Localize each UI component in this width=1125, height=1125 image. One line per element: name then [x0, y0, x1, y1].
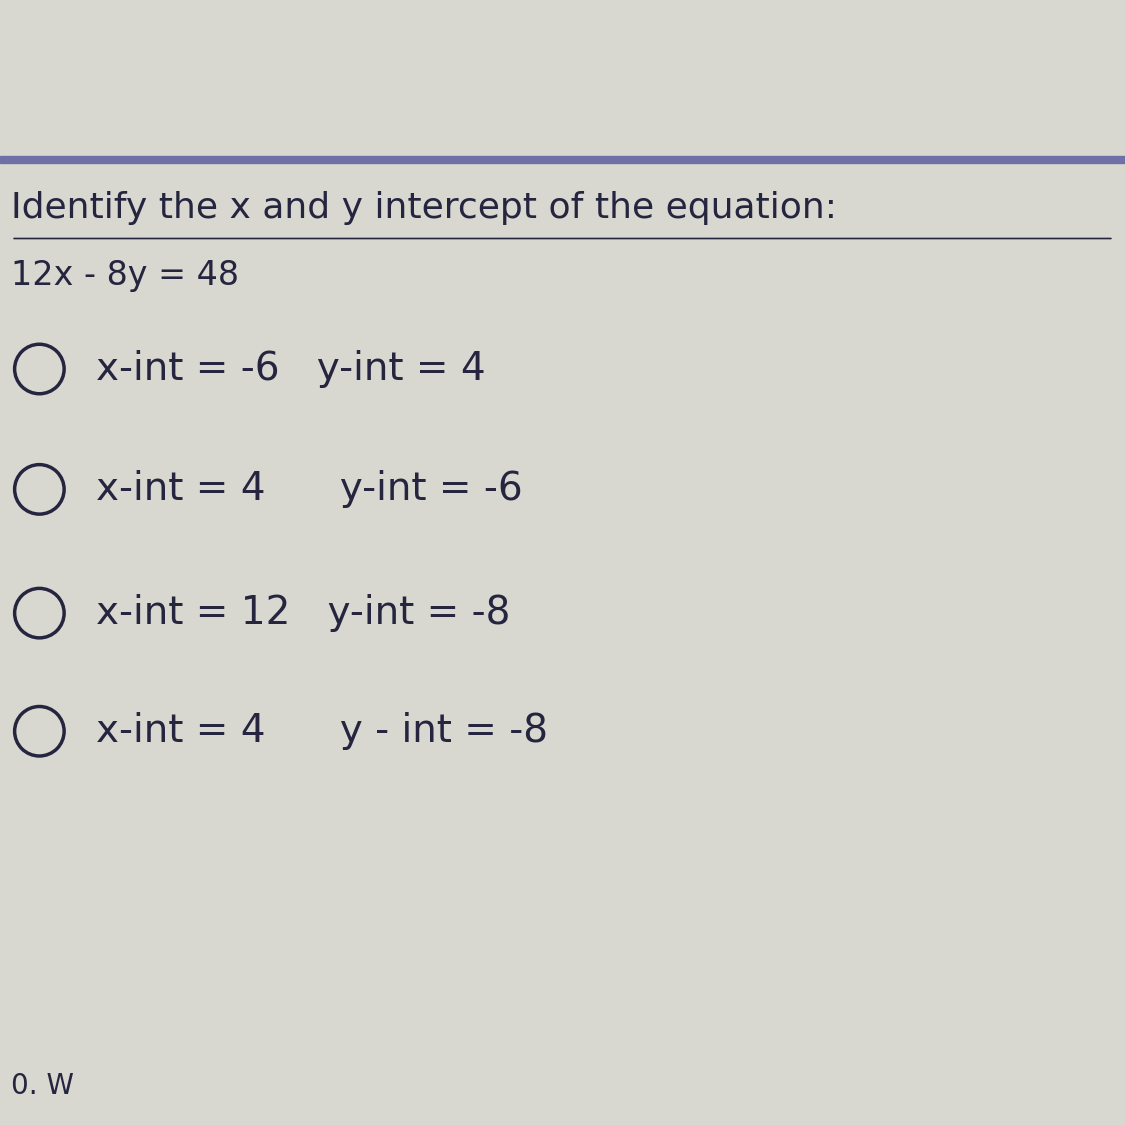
Text: x-int = 12   y-int = -8: x-int = 12 y-int = -8 [96, 594, 510, 632]
Text: Identify the x and y intercept of the equation:: Identify the x and y intercept of the eq… [11, 191, 837, 225]
Bar [0, 156, 1125, 163]
Text: 12x - 8y = 48: 12x - 8y = 48 [11, 259, 240, 292]
Text: 0. W: 0. W [11, 1072, 74, 1100]
Text: x-int = -6   y-int = 4: x-int = -6 y-int = 4 [96, 350, 485, 388]
Text: x-int = 4      y-int = -6: x-int = 4 y-int = -6 [96, 470, 522, 509]
Text: x-int = 4      y - int = -8: x-int = 4 y - int = -8 [96, 712, 548, 750]
